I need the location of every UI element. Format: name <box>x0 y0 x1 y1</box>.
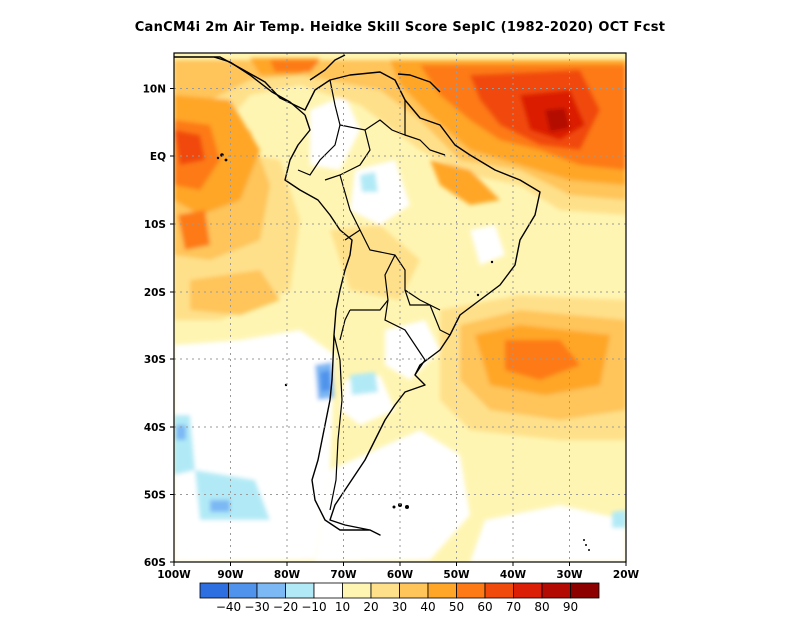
map-grid <box>174 53 626 562</box>
colorbar-label: 70 <box>506 600 521 614</box>
colorbar-label: −40 <box>216 600 241 614</box>
axis-ticks <box>170 88 627 566</box>
y-tick-label: 10N <box>143 84 166 96</box>
y-axis-labels: 10N EQ 10S 20S 30S 40S 50S 60S <box>143 84 166 570</box>
islands <box>216 153 590 551</box>
y-tick-label: 40S <box>144 422 166 434</box>
y-tick-label: 10S <box>144 219 166 231</box>
colorbar-label: −20 <box>273 600 298 614</box>
colorbar-label: 20 <box>363 600 378 614</box>
colorbar-label: 30 <box>392 600 407 614</box>
colorbar-swatch <box>484 582 514 599</box>
colorbar-swatch <box>541 582 571 599</box>
colorbar-label: −10 <box>301 600 326 614</box>
colorbar-swatch <box>256 582 286 599</box>
x-tick-label: 70W <box>330 569 357 581</box>
x-tick-label: 50W <box>443 569 470 581</box>
y-tick-label: 60S <box>144 557 166 569</box>
colorbar-swatch <box>427 582 457 599</box>
colorbar-swatch <box>342 582 372 599</box>
x-tick-label: 60W <box>387 569 414 581</box>
skill-field <box>174 53 626 562</box>
colorbar-swatch <box>370 582 400 599</box>
colorbar-label: 60 <box>477 600 492 614</box>
x-tick-label: 40W <box>500 569 527 581</box>
map-title: CanCM4i 2m Air Temp. Heidke Skill Score … <box>134 20 666 35</box>
x-tick-label: 80W <box>274 569 301 581</box>
colorbar-label: 50 <box>449 600 464 614</box>
colorbar-swatch <box>456 582 486 599</box>
x-tick-label: 30W <box>556 569 583 581</box>
x-axis-labels: 100W 90W 80W 70W 60W 50W 40W 30W 20W <box>157 569 639 581</box>
country-borders <box>297 79 451 511</box>
colorbar: −40 −30 −20 −10 10 20 30 40 50 60 70 80 90 <box>199 582 600 614</box>
y-tick-label: 20S <box>144 287 166 299</box>
y-tick-label: 30S <box>144 354 166 366</box>
y-tick-label: EQ <box>150 151 166 163</box>
x-tick-label: 20W <box>613 569 640 581</box>
x-tick-label: 100W <box>157 569 191 581</box>
colorbar-swatch <box>513 582 543 599</box>
colorbar-label: 80 <box>534 600 549 614</box>
colorbar-swatch <box>285 582 315 599</box>
coastlines <box>174 54 541 536</box>
colorbar-label: 10 <box>335 600 350 614</box>
colorbar-swatch <box>313 582 343 599</box>
colorbar-swatch <box>570 582 600 599</box>
x-tick-label: 90W <box>217 569 244 581</box>
colorbar-label: 90 <box>563 600 578 614</box>
y-tick-label: 50S <box>144 490 166 502</box>
colorbar-swatch <box>199 582 229 599</box>
colorbar-label: 40 <box>420 600 435 614</box>
colorbar-label: −30 <box>244 600 269 614</box>
colorbar-swatch <box>399 582 429 599</box>
colorbar-swatch <box>228 582 258 599</box>
